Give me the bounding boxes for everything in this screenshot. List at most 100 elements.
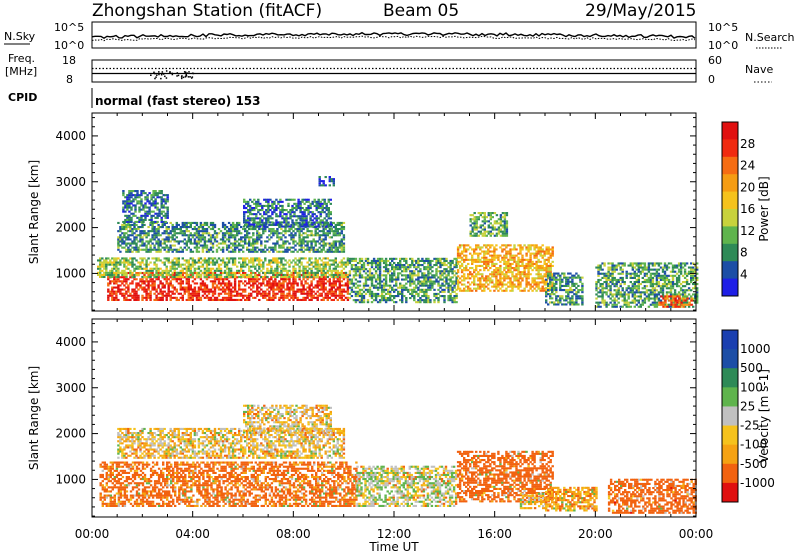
heatmap-cell: [276, 250, 279, 253]
heatmap-cell: [455, 264, 458, 267]
heatmap-cell: [292, 267, 295, 270]
heatmap-cell: [317, 217, 320, 220]
heatmap-cell: [449, 286, 452, 289]
heatmap-cell: [158, 208, 161, 211]
heatmap-cell: [244, 240, 247, 243]
heatmap-cell: [111, 271, 114, 274]
heatmap-cell: [456, 279, 460, 282]
heatmap-cell: [193, 242, 197, 245]
heatmap-cell: [250, 280, 253, 283]
heatmap-cell: [427, 301, 430, 304]
heatmap-cell: [221, 226, 225, 229]
heatmap-cell: [439, 278, 442, 281]
heatmap-cell: [153, 230, 156, 233]
heatmap-cell: [409, 297, 412, 300]
heatmap-cell: [119, 263, 122, 266]
heatmap-cell: [469, 234, 472, 237]
heatmap-cell: [266, 226, 269, 229]
heatmap-cell: [189, 257, 192, 260]
heatmap-cell: [109, 271, 112, 274]
heatmap-cell: [475, 260, 478, 263]
heatmap-cell: [477, 254, 480, 257]
heatmap-cell: [318, 294, 321, 297]
heatmap-cell: [153, 280, 156, 283]
heatmap-cell: [549, 267, 552, 270]
heatmap-cell: [145, 240, 148, 243]
heatmap-cell: [161, 290, 164, 293]
heatmap-cell: [334, 246, 337, 249]
heatmap-cell: [217, 292, 221, 295]
heatmap-cell: [143, 234, 146, 237]
heatmap-cell: [284, 228, 287, 231]
heatmap-cell: [348, 259, 352, 262]
heatmap-cell: [348, 278, 352, 281]
heatmap-cell: [149, 298, 152, 301]
heatmap-cell: [324, 263, 327, 266]
heatmap-cell: [272, 246, 275, 249]
heatmap-cell: [177, 242, 180, 245]
heatmap-cell: [483, 289, 486, 292]
heatmap-cell: [121, 228, 124, 231]
heatmap-cell: [126, 204, 129, 207]
heatmap-cell: [288, 294, 291, 297]
heatmap-cell: [254, 265, 257, 268]
heatmap-cell: [477, 283, 480, 286]
heatmap-cell: [199, 226, 203, 229]
heatmap-cell: [225, 244, 229, 247]
heatmap-cell: [123, 223, 126, 226]
heatmap-cell: [148, 192, 151, 195]
heatmap-cell: [292, 240, 295, 243]
heatmap-cell: [441, 257, 444, 260]
heatmap-cell: [378, 268, 382, 271]
heatmap-cell: [256, 286, 259, 289]
heatmap-cell: [503, 260, 506, 263]
heatmap-cell: [233, 290, 237, 293]
heatmap-cell: [517, 287, 520, 290]
heatmap-cell: [306, 236, 309, 239]
heatmap-cell: [458, 264, 462, 267]
heatmap-cell: [302, 257, 305, 260]
heatmap-cell: [460, 275, 464, 278]
heatmap-cell: [169, 246, 172, 249]
heatmap-cell: [169, 221, 172, 224]
heatmap-cell: [503, 254, 506, 257]
heatmap-cell: [315, 204, 318, 207]
heatmap-cell: [160, 218, 163, 221]
heatmap-cell: [529, 258, 532, 261]
heatmap-cell: [107, 263, 110, 266]
heatmap-cell: [154, 200, 157, 203]
heatmap-cell: [219, 267, 223, 270]
heatmap-cell: [309, 219, 312, 222]
heatmap-cell: [445, 274, 448, 277]
heatmap-cell: [399, 262, 402, 265]
heatmap-cell: [298, 288, 301, 291]
heatmap-cell: [276, 292, 279, 295]
heatmap-cell: [133, 294, 136, 297]
heatmap-cell: [531, 244, 534, 247]
heatmap-cell: [181, 275, 184, 278]
heatmap-cell: [205, 274, 209, 277]
nave-point: [153, 71, 155, 74]
heatmap-cell: [162, 194, 165, 197]
heatmap-cell: [352, 259, 356, 262]
heatmap-cell: [413, 299, 416, 302]
heatmap-cell: [391, 278, 394, 281]
heatmap-cell: [324, 265, 327, 268]
heatmap-cell: [320, 269, 323, 272]
heatmap-cell: [304, 272, 307, 275]
heatmap-cell: [372, 286, 376, 289]
heatmap-cell: [181, 272, 184, 275]
heatmap-cell: [537, 285, 540, 288]
heatmap-cell: [179, 226, 182, 229]
heatmap-cell: [391, 268, 394, 271]
heatmap-cell: [378, 284, 382, 287]
heatmap-cell: [360, 301, 364, 304]
heatmap-cell: [133, 240, 136, 243]
heatmap-cell: [189, 250, 192, 253]
heatmap-cell: [269, 204, 272, 207]
heatmap-cell: [177, 250, 180, 253]
heatmap-cell: [207, 248, 211, 251]
heatmap-cell: [451, 297, 454, 300]
heatmap-cell: [292, 276, 295, 279]
heatmap-cell: [479, 285, 482, 288]
